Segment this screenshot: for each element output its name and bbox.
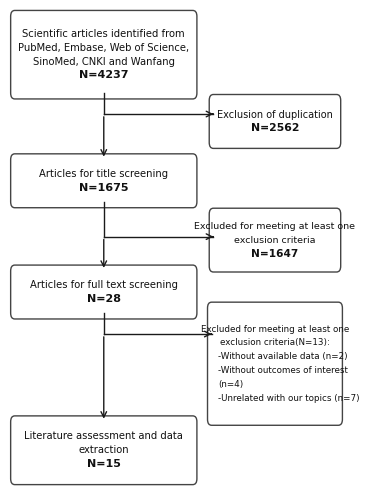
- FancyBboxPatch shape: [11, 416, 197, 484]
- Text: (n=4): (n=4): [218, 380, 243, 389]
- Text: -Without outcomes of interest: -Without outcomes of interest: [218, 366, 348, 375]
- FancyBboxPatch shape: [209, 208, 341, 272]
- Text: -Unrelated with our topics (n=7): -Unrelated with our topics (n=7): [218, 394, 359, 403]
- Text: Articles for full text screening: Articles for full text screening: [30, 280, 178, 290]
- Text: Excluded for meeting at least one: Excluded for meeting at least one: [195, 222, 355, 231]
- Text: -Without available data (n=2): -Without available data (n=2): [218, 352, 347, 362]
- Text: PubMed, Embase, Web of Science,: PubMed, Embase, Web of Science,: [18, 43, 189, 53]
- Text: SinoMed, CNKI and Wanfang: SinoMed, CNKI and Wanfang: [33, 56, 175, 66]
- Text: N=1675: N=1675: [79, 182, 128, 192]
- Text: exclusion criteria(N=13):: exclusion criteria(N=13):: [220, 338, 330, 347]
- FancyBboxPatch shape: [11, 265, 197, 319]
- Text: N=1647: N=1647: [251, 249, 299, 259]
- FancyBboxPatch shape: [209, 94, 341, 148]
- FancyBboxPatch shape: [207, 302, 342, 426]
- FancyBboxPatch shape: [11, 154, 197, 208]
- Text: N=2562: N=2562: [251, 124, 299, 134]
- Text: exclusion criteria: exclusion criteria: [234, 236, 316, 244]
- Text: Literature assessment and data: Literature assessment and data: [24, 432, 183, 442]
- Text: Excluded for meeting at least one: Excluded for meeting at least one: [201, 324, 349, 334]
- Text: extraction: extraction: [78, 446, 129, 456]
- FancyBboxPatch shape: [11, 10, 197, 99]
- Text: N=15: N=15: [87, 459, 121, 469]
- Text: Articles for title screening: Articles for title screening: [39, 169, 168, 179]
- Text: Scientific articles identified from: Scientific articles identified from: [22, 29, 185, 39]
- Text: Exclusion of duplication: Exclusion of duplication: [217, 110, 333, 120]
- Text: N=28: N=28: [87, 294, 121, 304]
- Text: N=4237: N=4237: [79, 70, 128, 81]
